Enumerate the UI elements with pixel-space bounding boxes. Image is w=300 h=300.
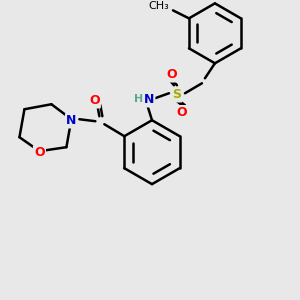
Text: N: N bbox=[66, 114, 76, 127]
Text: O: O bbox=[89, 94, 100, 107]
Text: O: O bbox=[34, 146, 45, 159]
Text: H: H bbox=[134, 94, 144, 104]
Text: N: N bbox=[144, 93, 154, 106]
Text: O: O bbox=[177, 106, 187, 119]
Text: CH₃: CH₃ bbox=[148, 2, 169, 11]
Text: S: S bbox=[172, 88, 182, 101]
Text: O: O bbox=[167, 68, 177, 81]
